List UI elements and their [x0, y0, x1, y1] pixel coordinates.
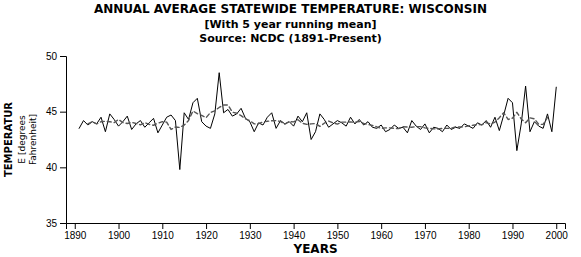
source: Source: NCDC (1891-Present) — [199, 32, 382, 45]
y-tick-label: 35 — [46, 218, 58, 229]
x-tick-mark — [556, 223, 557, 229]
x-tick-label: 1920 — [195, 230, 218, 241]
y-tick: 40 — [46, 162, 66, 173]
x-tick-mark — [469, 223, 470, 229]
x-tick-mark — [119, 223, 120, 229]
x-tick-label: 1930 — [239, 230, 262, 241]
y-axis-label: E [degrees — [17, 115, 27, 164]
x-tick-label: 1940 — [283, 230, 306, 241]
x-tick-label: 1960 — [371, 230, 394, 241]
x-tick-label: 1990 — [502, 230, 525, 241]
series-line — [79, 73, 556, 170]
y-tick: 50 — [46, 51, 66, 62]
x-tick: 1930 — [239, 223, 262, 241]
x-tick-label: 1910 — [152, 230, 175, 241]
x-tick: 2000 — [546, 223, 569, 241]
x-axis: 1890 1900 1910 1920 1930 1940 1950 1960 1970 1980… — [64, 223, 568, 241]
x-tick-mark — [337, 223, 338, 229]
x-tick: 1970 — [414, 223, 437, 241]
title: ANNUAL AVERAGE STATEWIDE TEMPERATURE: WI… — [94, 2, 487, 16]
y-tick-mark — [60, 56, 66, 57]
x-tick-mark — [381, 223, 382, 229]
x-tick: 1910 — [152, 223, 175, 241]
x-tick-mark — [294, 223, 295, 229]
y-tick-label: 45 — [46, 106, 58, 117]
x-tick-mark — [206, 223, 207, 229]
x-tick: 1890 — [64, 223, 87, 241]
x-tick: 1920 — [195, 223, 218, 241]
x-tick-mark — [425, 223, 426, 229]
x-tick: 1980 — [458, 223, 481, 241]
y-tick-mark — [60, 112, 66, 113]
x-tick-mark — [250, 223, 251, 229]
series-group — [79, 73, 556, 170]
x-axis-line — [67, 224, 566, 230]
series-line — [88, 105, 548, 129]
x-axis-label: YEARS — [292, 242, 337, 256]
x-tick-label: 2000 — [546, 230, 569, 241]
x-tick: 1940 — [283, 223, 306, 241]
y-axis: 35 40 45 50 — [46, 51, 67, 229]
chart: ANNUAL AVERAGE STATEWIDE TEMPERATURE: WI… — [0, 0, 581, 257]
y-tick-mark — [60, 223, 66, 224]
x-tick-mark — [162, 223, 163, 229]
x-tick-label: 1980 — [458, 230, 481, 241]
subtitle: [With 5 year running mean] — [204, 18, 376, 31]
x-tick-mark — [512, 223, 513, 229]
x-tick-label: 1970 — [414, 230, 437, 241]
plot: 1890 1900 1910 1920 1930 1940 1950 1960 1970 1980… — [46, 51, 568, 241]
y-axis-label: Fahrenheit] — [28, 114, 38, 165]
x-tick-mark — [75, 223, 76, 229]
y-tick-label: 50 — [46, 51, 58, 62]
y-tick: 45 — [46, 106, 66, 117]
y-axis-line — [60, 57, 67, 224]
x-tick: 1960 — [371, 223, 394, 241]
y-tick: 35 — [46, 218, 66, 229]
x-tick: 1900 — [108, 223, 131, 241]
x-tick-label: 1890 — [64, 230, 87, 241]
x-tick-label: 1900 — [108, 230, 131, 241]
y-axis-label: TEMPERATUR — [3, 102, 14, 177]
y-tick-mark — [60, 167, 66, 168]
x-tick-label: 1950 — [327, 230, 350, 241]
x-tick: 1950 — [327, 223, 350, 241]
y-tick-label: 40 — [46, 162, 58, 173]
x-tick: 1990 — [502, 223, 525, 241]
